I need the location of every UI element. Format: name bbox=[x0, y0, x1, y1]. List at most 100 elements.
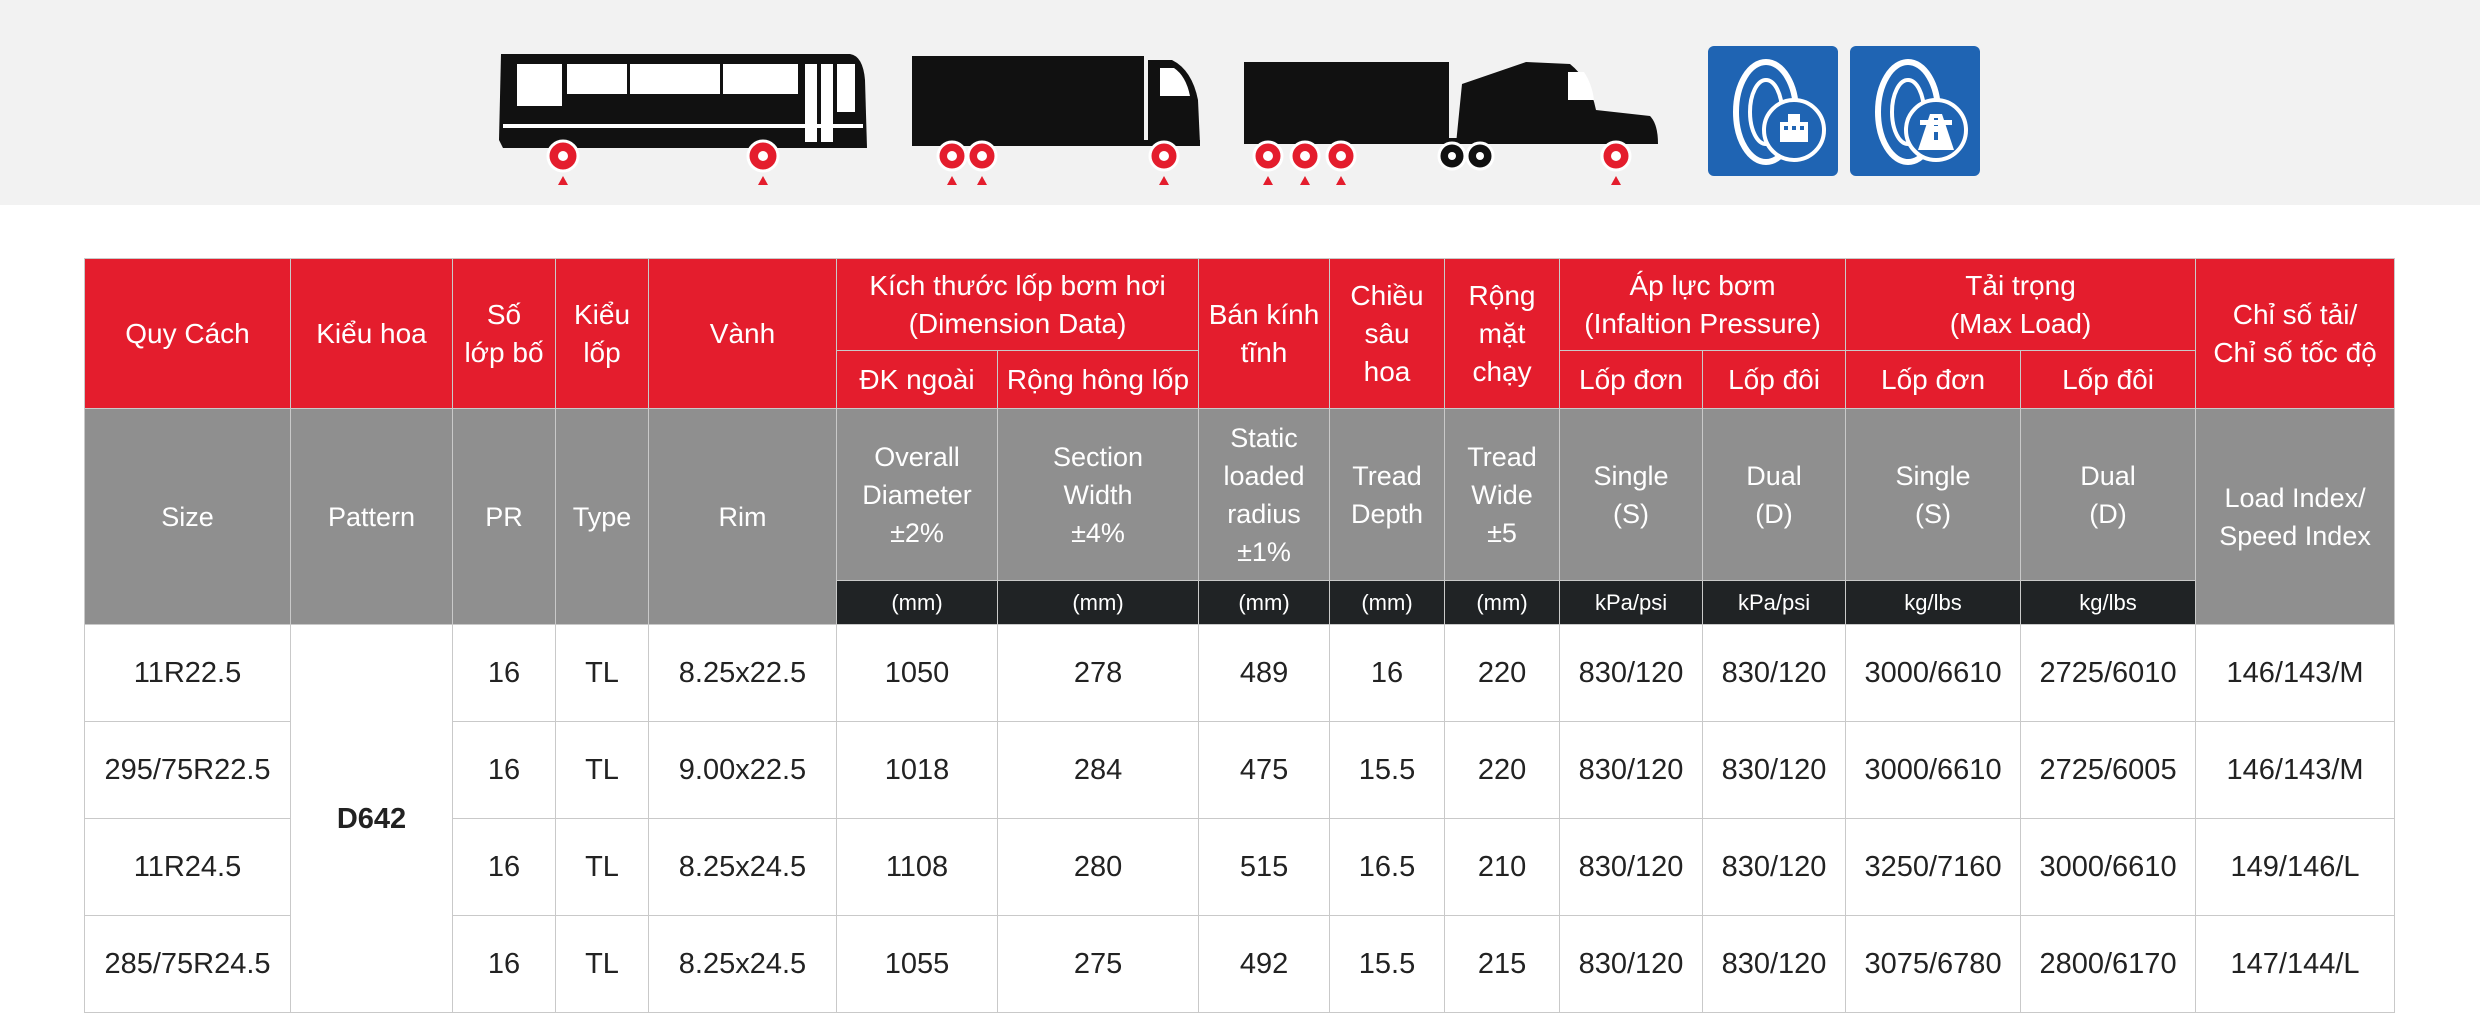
cell-rim: 8.25x24.5 bbox=[648, 818, 837, 916]
header-load-single-en: Single (S) bbox=[1845, 408, 2022, 581]
cell-pr: 16 bbox=[452, 818, 556, 916]
vehicle-banner bbox=[0, 0, 2480, 205]
header-radius-vn: Bán kính tĩnh bbox=[1198, 258, 1331, 409]
cell-sw: 280 bbox=[996, 818, 1200, 916]
header-tread-en: Tread Wide ±5 bbox=[1444, 408, 1561, 581]
header-type-en: Type bbox=[555, 408, 649, 625]
cell-tread: 220 bbox=[1444, 624, 1561, 722]
header-load-vn: Tải trọng (Max Load) bbox=[1845, 258, 2197, 351]
header-pressure-dual-en: Dual (D) bbox=[1702, 408, 1847, 581]
urban-road-tire-icon bbox=[1708, 46, 1838, 176]
header-pressure-single-en: Single (S) bbox=[1559, 408, 1704, 581]
header-pressure-vn: Áp lực bơm (Infaltion Pressure) bbox=[1559, 258, 1847, 351]
header-od-en: Overall Diameter ±2% bbox=[836, 408, 998, 581]
header-pr-en: PR bbox=[452, 408, 556, 625]
cell-pressure-dual: 830/120 bbox=[1702, 915, 1847, 1013]
cell-tread: 220 bbox=[1444, 721, 1561, 819]
cell-load-single: 3000/6610 bbox=[1845, 721, 2022, 819]
cell-pr: 16 bbox=[452, 721, 556, 819]
cell-rim: 8.25x22.5 bbox=[648, 624, 837, 722]
header-depth-vn: Chiều sâu hoa bbox=[1329, 258, 1446, 409]
header-index-vn: Chỉ số tải/Chỉ số tốc độ bbox=[2195, 258, 2396, 409]
header-pressure-dual-vn: Lốp đôi bbox=[1702, 350, 1847, 409]
cell-pattern: D642 bbox=[290, 624, 453, 1013]
unit-load-dual: kg/lbs bbox=[2020, 580, 2197, 625]
unit-depth: (mm) bbox=[1329, 580, 1446, 625]
cell-size: 11R24.5 bbox=[84, 818, 291, 916]
header-od-vn: ĐK ngoài bbox=[836, 350, 998, 409]
cell-size: 295/75R22.5 bbox=[84, 721, 291, 819]
cell-slr: 475 bbox=[1198, 721, 1331, 819]
rigid-truck-icon bbox=[910, 40, 1210, 200]
unit-sw: (mm) bbox=[996, 580, 1200, 625]
cell-depth: 15.5 bbox=[1329, 721, 1446, 819]
cell-index: 149/146/L bbox=[2195, 818, 2396, 916]
header-dimension-vn: Kích thước lốp bơm hơi (Dimension Data) bbox=[835, 258, 1200, 351]
cell-depth: 15.5 bbox=[1329, 915, 1446, 1013]
bus-icon bbox=[495, 40, 875, 200]
unit-slr: (mm) bbox=[1198, 580, 1331, 625]
cell-pr: 16 bbox=[452, 624, 556, 722]
header-pressure-single-vn: Lốp đơn bbox=[1559, 350, 1704, 409]
header-depth-en: Tread Depth bbox=[1329, 408, 1446, 581]
cell-load-dual: 2725/6005 bbox=[2020, 721, 2197, 819]
cell-size: 285/75R24.5 bbox=[84, 915, 291, 1013]
table-row: 11R24.5 16 TL 8.25x24.5 1108 280 515 16.… bbox=[84, 818, 2396, 916]
unit-tread: (mm) bbox=[1444, 580, 1561, 625]
header-tread-vn: Rộng mặt chạy bbox=[1444, 258, 1561, 409]
header-rim-en: Rim bbox=[648, 408, 837, 625]
cell-slr: 489 bbox=[1198, 624, 1331, 722]
table-row: 285/75R24.5 16 TL 8.25x24.5 1055 275 492… bbox=[84, 915, 2396, 1013]
cell-size: 11R22.5 bbox=[84, 624, 291, 722]
cell-od: 1050 bbox=[836, 624, 998, 722]
cell-rim: 8.25x24.5 bbox=[648, 915, 837, 1013]
unit-pressure-dual: kPa/psi bbox=[1702, 580, 1847, 625]
header-size-vn: Quy Cách bbox=[84, 258, 291, 409]
cell-load-single: 3075/6780 bbox=[1845, 915, 2022, 1013]
cell-od: 1055 bbox=[836, 915, 998, 1013]
unit-load-single: kg/lbs bbox=[1845, 580, 2022, 625]
tire-spec-table: Quy Cách Kiểu hoa Số lớp bố Kiểu lốp Vành … bbox=[84, 258, 2396, 1013]
cell-pressure-dual: 830/120 bbox=[1702, 721, 1847, 819]
cell-tread: 215 bbox=[1444, 915, 1561, 1013]
header-slr-en: Static loaded radius ±1% bbox=[1198, 408, 1331, 581]
cell-pressure-single: 830/120 bbox=[1559, 624, 1704, 722]
cell-load-single: 3250/7160 bbox=[1845, 818, 2022, 916]
cell-od: 1018 bbox=[836, 721, 998, 819]
cell-depth: 16 bbox=[1329, 624, 1446, 722]
cell-pressure-single: 830/120 bbox=[1559, 818, 1704, 916]
header-pattern-en: Pattern bbox=[290, 408, 453, 625]
header-pr-vn: Số lớp bố bbox=[452, 258, 556, 409]
cell-sw: 284 bbox=[996, 721, 1200, 819]
cell-type: TL bbox=[555, 915, 649, 1013]
cell-depth: 16.5 bbox=[1329, 818, 1446, 916]
unit-pressure-single: kPa/psi bbox=[1559, 580, 1704, 625]
semi-trailer-truck-icon bbox=[1240, 40, 1660, 200]
cell-pressure-single: 830/120 bbox=[1559, 721, 1704, 819]
cell-pr: 16 bbox=[452, 915, 556, 1013]
cell-index: 146/143/M bbox=[2195, 624, 2396, 722]
cell-sw: 275 bbox=[996, 915, 1200, 1013]
header-load-dual-en: Dual (D) bbox=[2020, 408, 2197, 581]
cell-tread: 210 bbox=[1444, 818, 1561, 916]
cell-type: TL bbox=[555, 818, 649, 916]
table-row: 11R22.5 D642 16 TL 8.25x22.5 1050 278 48… bbox=[84, 624, 2396, 1013]
unit-od: (mm) bbox=[836, 580, 998, 625]
header-sw-vn: Rộng hông lốp bbox=[996, 350, 1200, 409]
cell-load-dual: 2800/6170 bbox=[2020, 915, 2197, 1013]
cell-load-dual: 3000/6610 bbox=[2020, 818, 2197, 916]
cell-rim: 9.00x22.5 bbox=[648, 721, 837, 819]
header-type-vn: Kiểu lốp bbox=[555, 258, 649, 409]
cell-pressure-single: 830/120 bbox=[1559, 915, 1704, 1013]
header-pattern-vn: Kiểu hoa bbox=[290, 258, 453, 409]
cell-type: TL bbox=[555, 624, 649, 722]
header-load-single-vn: Lốp đơn bbox=[1845, 350, 2022, 409]
header-size-en: Size bbox=[84, 408, 291, 625]
cell-slr: 515 bbox=[1198, 818, 1331, 916]
cell-load-single: 3000/6610 bbox=[1845, 624, 2022, 722]
cell-sw: 278 bbox=[996, 624, 1200, 722]
cell-index: 147/144/L bbox=[2195, 915, 2396, 1013]
cell-od: 1108 bbox=[836, 818, 998, 916]
cell-slr: 492 bbox=[1198, 915, 1331, 1013]
header-rim-vn: Vành bbox=[648, 258, 837, 409]
